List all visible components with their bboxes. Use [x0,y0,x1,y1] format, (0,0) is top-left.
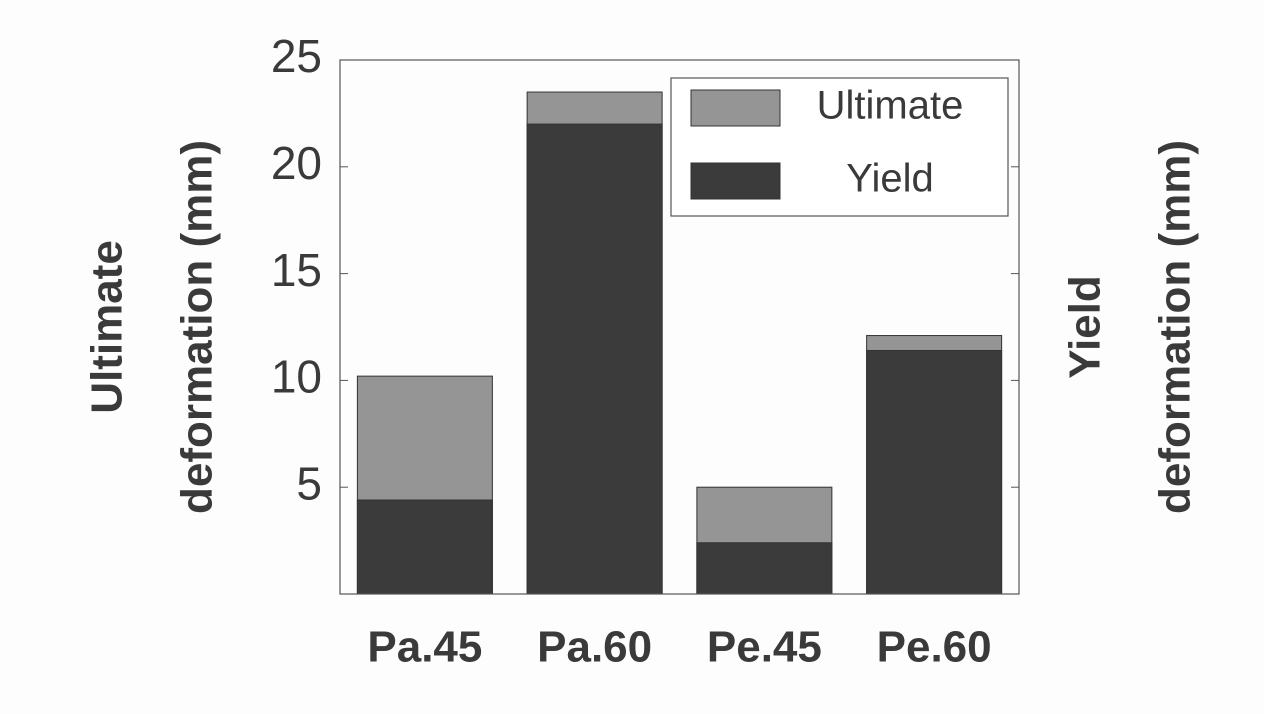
y-tick-label: 10 [271,351,322,403]
bar [866,349,1003,595]
axis-label: Ultimate [83,240,132,414]
y-tick-label: 5 [296,457,322,509]
x-tick-label: Pe.60 [877,623,992,672]
legend-label: Yield [846,157,933,201]
y-tick-label: 25 [271,30,322,82]
x-tick-label: Pa.45 [367,623,482,672]
legend-swatch [690,89,781,127]
bar [696,542,833,595]
axis-label: Yield [1061,275,1110,379]
legend-swatch [690,162,781,200]
axis-label: deformation (mm) [173,140,222,514]
axis-label: deformation (mm) [1151,140,1200,514]
legend: Ultimate Yield [670,77,1009,217]
y-tick-label: 20 [271,137,322,189]
legend-label: Ultimate [817,84,964,128]
x-tick-label: Pe.45 [707,623,822,672]
bar [526,123,663,595]
bar [356,499,493,595]
x-tick-label: Pa.60 [537,623,652,672]
y-tick-label: 15 [271,244,322,296]
plot-frame [339,59,1020,595]
